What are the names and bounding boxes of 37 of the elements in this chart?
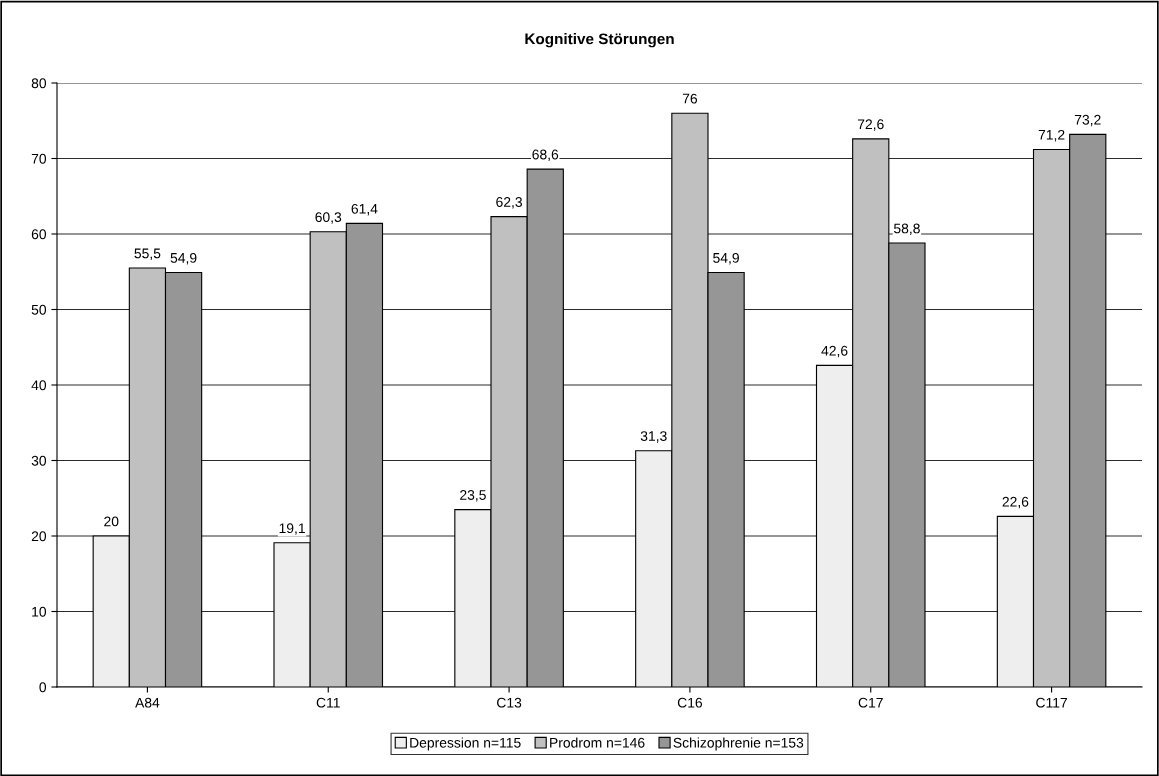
data-label: 68,6 — [532, 149, 559, 162]
data-label: 60,3 — [315, 212, 342, 224]
x-tick-label: C13 — [497, 697, 522, 708]
x-tick-label: C17 — [858, 697, 883, 708]
data-label: 55,5 — [134, 248, 161, 260]
data-label: 76 — [682, 93, 698, 104]
data-label: 71,2 — [1038, 129, 1065, 142]
data-label: 31,3 — [640, 431, 667, 443]
y-tick-label: 70 — [31, 153, 47, 164]
y-tick-label: 0 — [39, 682, 47, 693]
legend-label: Depression n=115 — [410, 737, 521, 751]
legend-label: Schizophrenie n=153 — [673, 737, 804, 751]
data-label: 23,5 — [460, 490, 486, 502]
data-label: 22,6 — [1002, 496, 1029, 509]
y-tick-label: 80 — [31, 78, 47, 89]
data-label: 54,9 — [713, 252, 739, 265]
x-tick-label: C11 — [316, 697, 340, 708]
y-tick-label: 30 — [31, 455, 47, 466]
legend-label: Prodrom n=146 — [550, 737, 645, 748]
y-tick-label: 50 — [31, 304, 47, 315]
data-label: 58,8 — [893, 223, 920, 236]
x-tick-label: A84 — [135, 697, 160, 708]
data-label: 20 — [104, 516, 119, 527]
x-tick-label: C117 — [1036, 697, 1067, 708]
data-label: 61,4 — [351, 203, 378, 216]
data-label: 54,9 — [170, 252, 197, 265]
data-label: 19,1 — [279, 523, 305, 535]
y-tick-label: 40 — [31, 380, 47, 391]
y-tick-label: 10 — [32, 606, 47, 617]
y-tick-label: 20 — [31, 531, 47, 542]
data-label: 73,2 — [1074, 114, 1101, 127]
y-tick-label: 60 — [31, 229, 47, 240]
chart-title: Kognitive Störungen — [525, 33, 674, 48]
data-label: 42,6 — [821, 345, 848, 358]
data-label: 72,6 — [857, 119, 884, 131]
data-label: 62,3 — [496, 197, 522, 209]
x-tick-label: C16 — [677, 697, 703, 708]
